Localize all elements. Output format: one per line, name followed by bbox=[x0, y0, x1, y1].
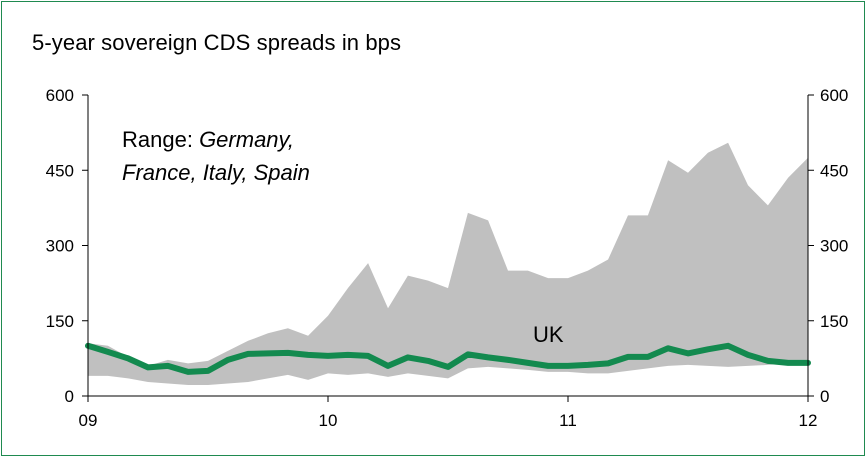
range-annotation-prefix: Range: bbox=[122, 127, 199, 152]
x-tick-label: 11 bbox=[559, 411, 577, 430]
y-tick-label-right: 600 bbox=[820, 86, 848, 105]
range-annotation-countries-1: Germany, bbox=[199, 127, 294, 152]
y-tick-label-right: 150 bbox=[820, 312, 848, 331]
x-tick-label: 09 bbox=[79, 411, 98, 430]
y-tick-label-right: 0 bbox=[820, 387, 829, 406]
uk-series-line bbox=[85, 342, 811, 375]
y-tick-label-left: 300 bbox=[46, 237, 74, 256]
range-band-area bbox=[88, 142, 808, 385]
y-tick-label-left: 450 bbox=[46, 161, 74, 180]
y-tick-label-right: 300 bbox=[820, 237, 848, 256]
y-tick-label-right: 450 bbox=[820, 161, 848, 180]
y-tick-label-left: 0 bbox=[65, 387, 74, 406]
y-tick-label-left: 150 bbox=[46, 312, 74, 331]
uk-series-label: UK bbox=[533, 322, 564, 347]
range-annotation-line1: Range: Germany, bbox=[122, 127, 294, 152]
chart-title: 5-year sovereign CDS spreads in bps bbox=[32, 30, 402, 55]
range-annotation-line2: France, Italy, Spain bbox=[122, 160, 310, 185]
y-tick-label-left: 600 bbox=[46, 86, 74, 105]
x-tick-label: 12 bbox=[799, 411, 818, 430]
x-tick-label: 10 bbox=[319, 411, 338, 430]
